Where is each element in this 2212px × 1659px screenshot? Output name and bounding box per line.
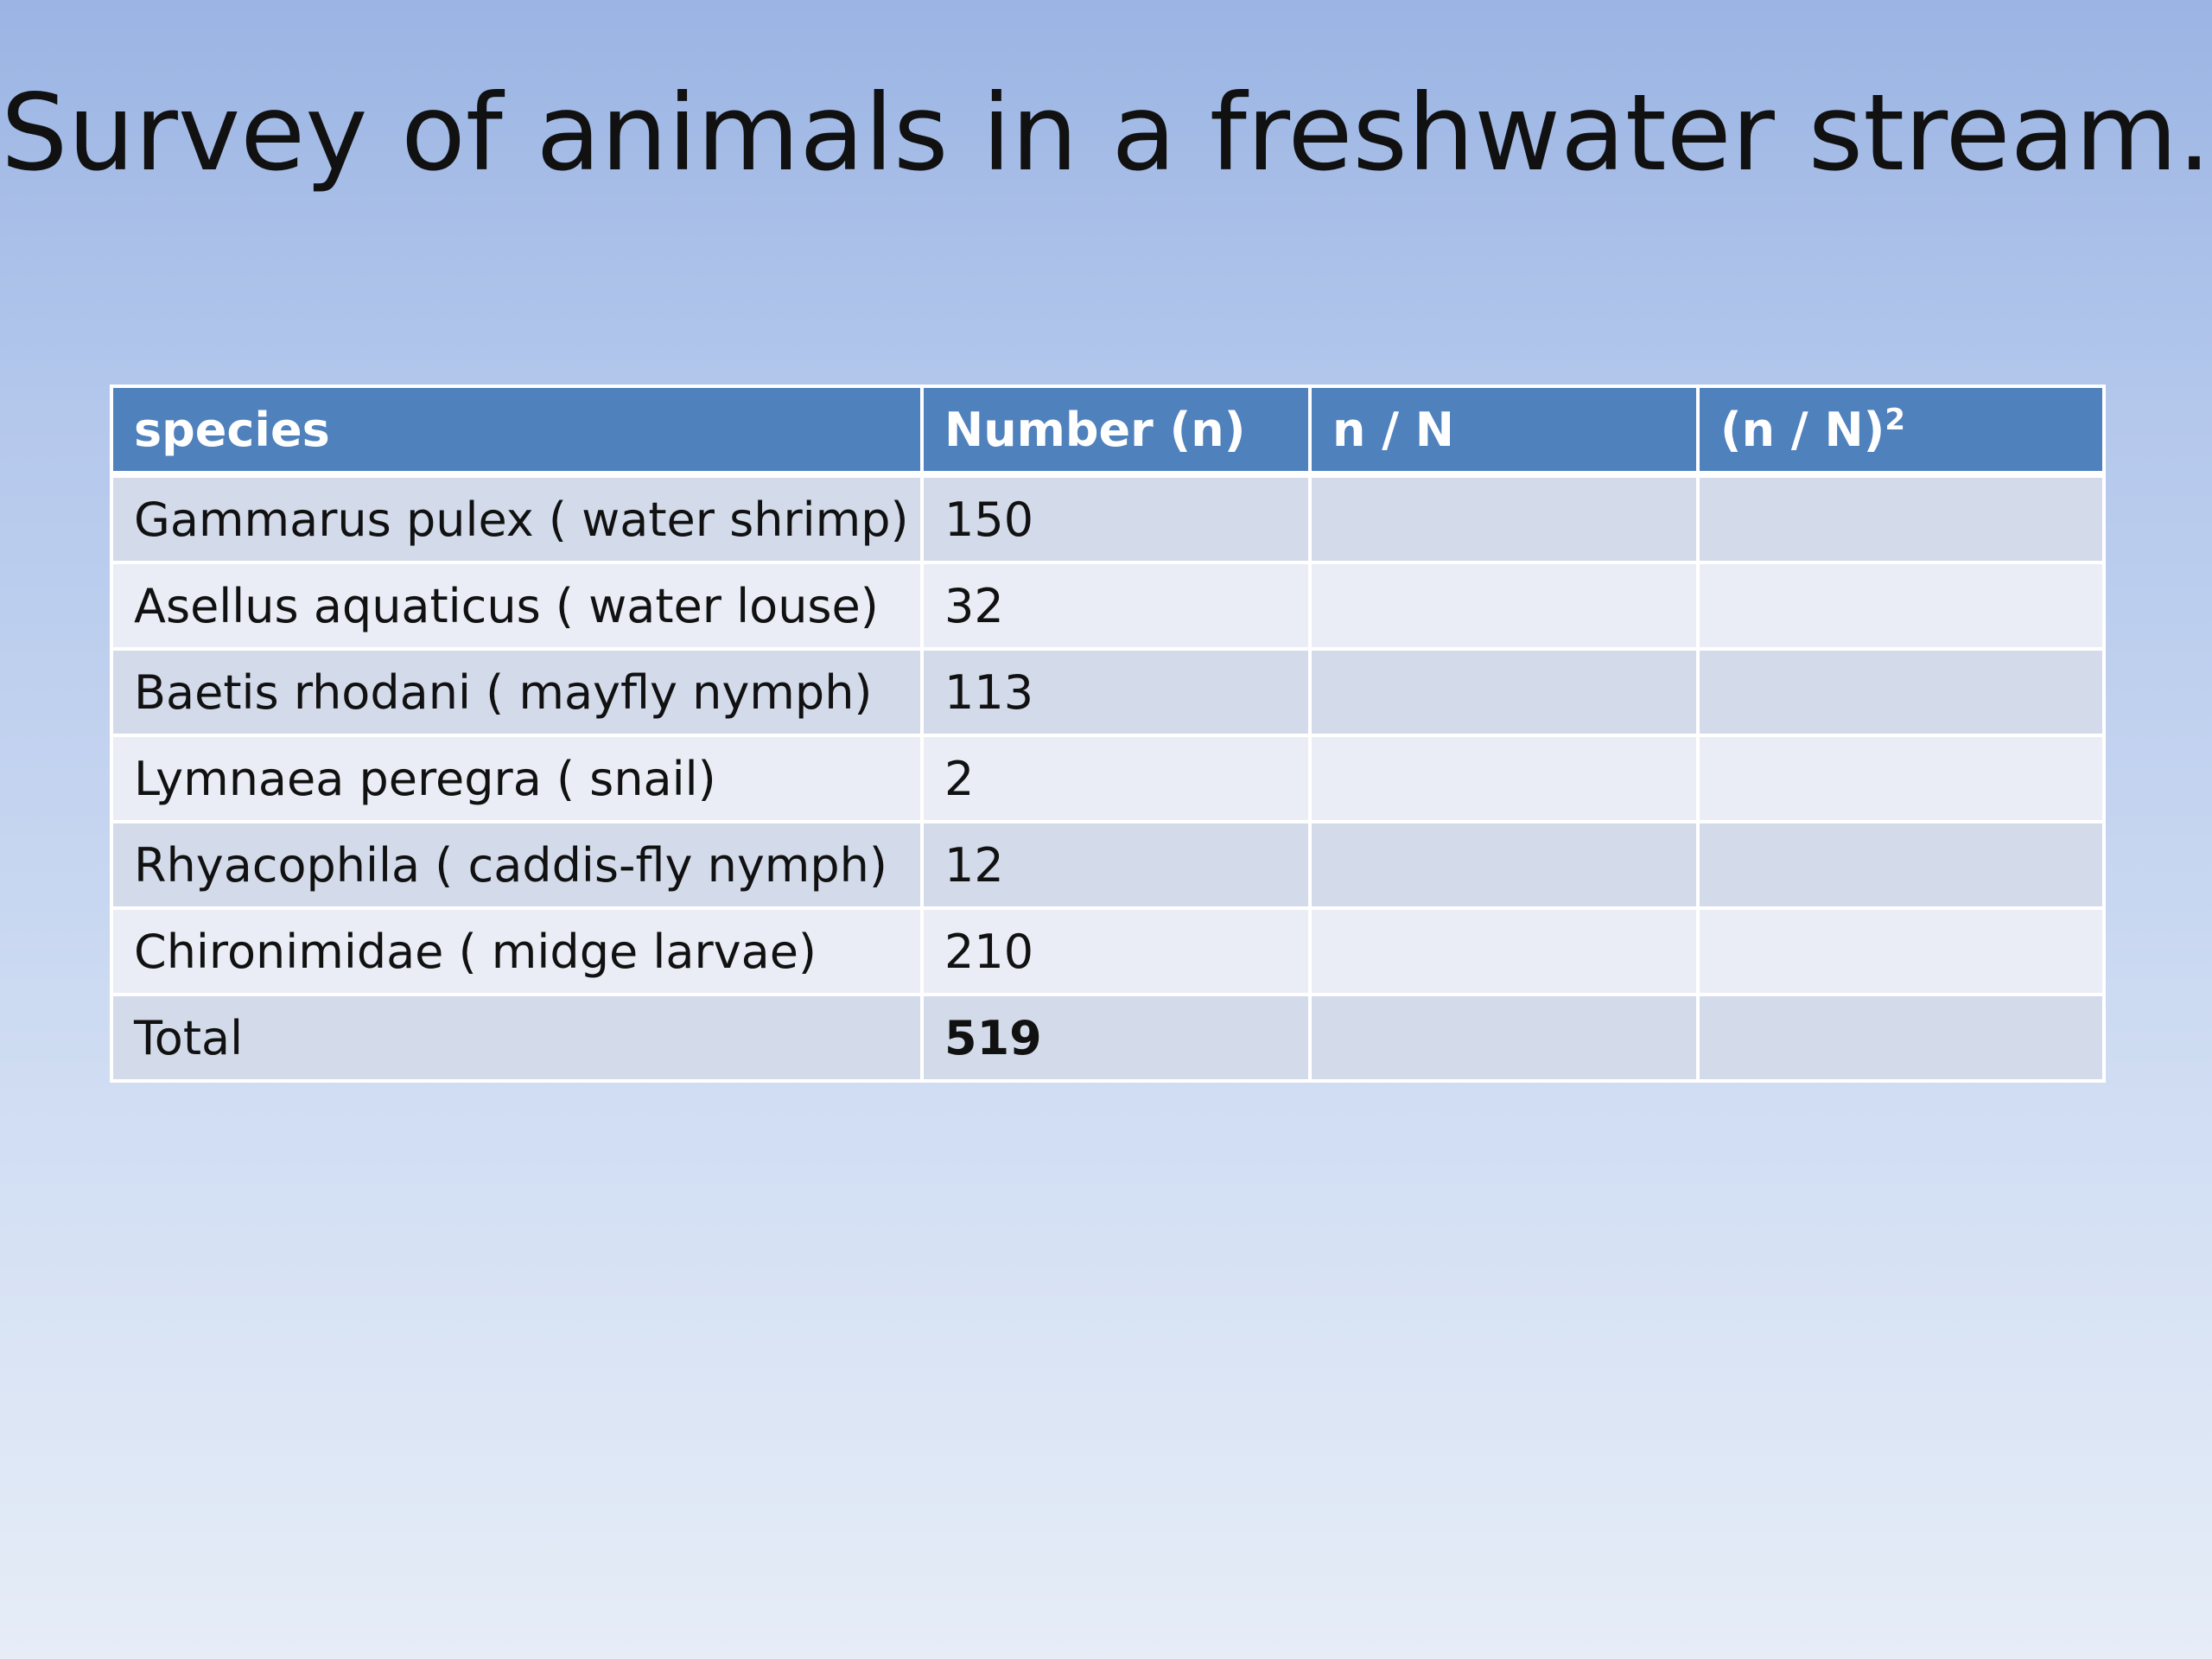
table-header-row: species Number (n) n / N (n / N)2 [110, 385, 2106, 478]
table-row: Rhyacophila ( caddis-fly nymph) 12 [110, 820, 2106, 910]
ratio-cell [1308, 473, 1700, 564]
slide-title: Survey of animals in a freshwater stream… [1, 72, 2211, 194]
species-cell: Baetis rhodani ( mayfly nymph) [110, 647, 924, 737]
header-ratio-squared-base: (n / N) [1720, 402, 1885, 457]
number-cell: 2 [920, 734, 1312, 823]
ratio-squared-cell [1696, 734, 2106, 823]
ratio-squared-cell [1696, 906, 2106, 996]
total-ratio [1308, 993, 1700, 1083]
number-cell: 113 [920, 647, 1312, 737]
header-ratio: n / N [1308, 385, 1700, 478]
number-cell: 210 [920, 906, 1312, 996]
table-row: Chironimidae ( midge larvae) 210 [110, 906, 2106, 996]
ratio-cell [1308, 647, 1700, 737]
ratio-squared-cell [1696, 820, 2106, 910]
total-ratio-squared [1696, 993, 2106, 1083]
species-cell: Rhyacophila ( caddis-fly nymph) [110, 820, 924, 910]
table-row: Gammarus pulex ( water shrimp) 150 [110, 473, 2106, 564]
number-cell: 150 [920, 473, 1312, 564]
ratio-squared-cell [1696, 561, 2106, 651]
ratio-squared-cell [1696, 473, 2106, 564]
ratio-cell [1308, 561, 1700, 651]
header-ratio-squared: (n / N)2 [1696, 385, 2106, 478]
survey-table: species Number (n) n / N (n / N)2 Gammar… [110, 385, 2106, 1083]
ratio-cell [1308, 734, 1700, 823]
species-cell: Asellus aquaticus ( water louse) [110, 561, 924, 651]
ratio-squared-cell [1696, 647, 2106, 737]
total-number: 519 [920, 993, 1312, 1083]
header-species: species [110, 385, 924, 478]
ratio-cell [1308, 820, 1700, 910]
total-row: Total 519 [110, 993, 2106, 1083]
table-row: Lymnaea peregra ( snail) 2 [110, 734, 2106, 823]
table-row: Baetis rhodani ( mayfly nymph) 113 [110, 647, 2106, 737]
table-row: Asellus aquaticus ( water louse) 32 [110, 561, 2106, 651]
header-ratio-squared-exponent: 2 [1885, 402, 1905, 437]
species-cell: Chironimidae ( midge larvae) [110, 906, 924, 996]
ratio-cell [1308, 906, 1700, 996]
species-cell: Lymnaea peregra ( snail) [110, 734, 924, 823]
total-label: Total [110, 993, 924, 1083]
species-cell: Gammarus pulex ( water shrimp) [110, 473, 924, 564]
number-cell: 32 [920, 561, 1312, 651]
number-cell: 12 [920, 820, 1312, 910]
header-number: Number (n) [920, 385, 1312, 478]
